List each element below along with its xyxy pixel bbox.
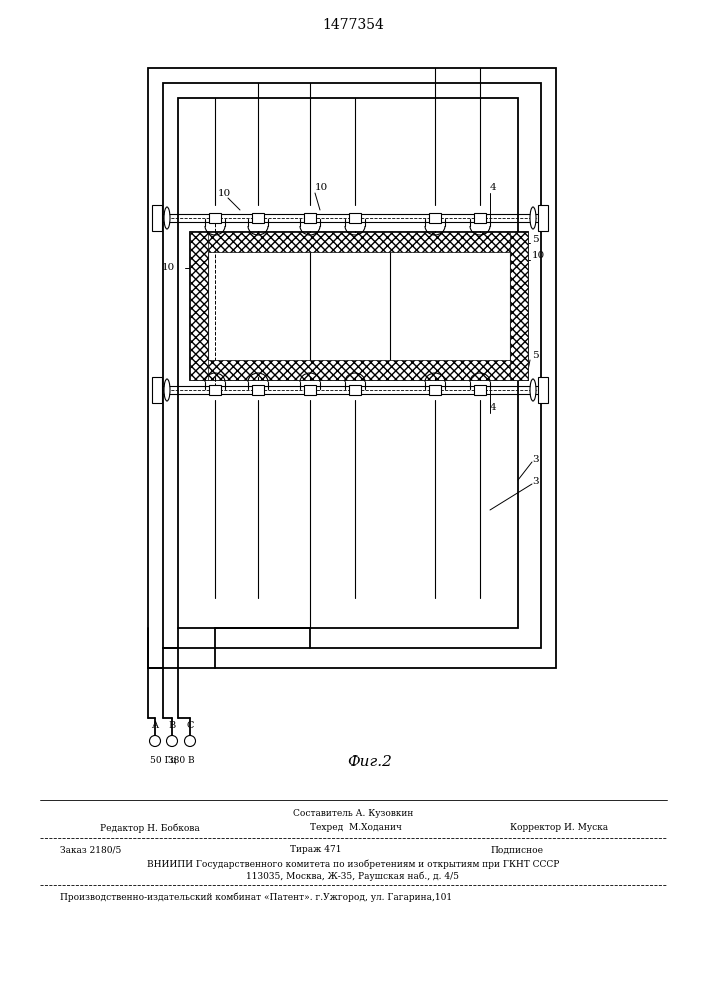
Bar (209, 213, 221, 223)
Text: 10: 10 (532, 251, 545, 260)
Text: 380 В: 380 В (168, 756, 194, 765)
Text: 5: 5 (532, 351, 539, 360)
Text: 3: 3 (532, 456, 539, 464)
Bar (252, 213, 264, 223)
Text: Техред  М.Ходанич: Техред М.Ходанич (310, 824, 402, 832)
Text: A: A (151, 722, 158, 730)
Bar (209, 385, 221, 395)
Bar (304, 385, 316, 395)
Text: Корректор И. Муска: Корректор И. Муска (510, 824, 608, 832)
Text: 113035, Москва, Ж-35, Раушская наб., д. 4/5: 113035, Москва, Ж-35, Раушская наб., д. … (247, 871, 460, 881)
Text: C: C (187, 722, 194, 730)
Bar (178, 98, 518, 628)
Text: 4: 4 (490, 403, 496, 412)
Ellipse shape (530, 207, 536, 229)
Text: B: B (168, 722, 175, 730)
Text: 50 Гц: 50 Гц (150, 756, 176, 765)
Bar (429, 213, 441, 223)
Text: Производственно-издательский комбинат «Патент». г.Ужгород, ул. Гагарина,101: Производственно-издательский комбинат «П… (60, 892, 452, 902)
Bar (190, 232, 528, 252)
Bar (510, 232, 528, 380)
Text: 4: 4 (490, 184, 496, 192)
Bar (429, 385, 441, 395)
Bar (474, 213, 486, 223)
Bar (163, 83, 541, 648)
Text: 1477354: 1477354 (322, 18, 384, 32)
Bar (252, 385, 264, 395)
Circle shape (167, 736, 177, 746)
Text: 3: 3 (532, 478, 539, 487)
Text: Составитель А. Кузовкин: Составитель А. Кузовкин (293, 810, 413, 818)
Bar (152, 205, 162, 231)
Bar (208, 250, 510, 362)
Bar (349, 385, 361, 395)
Bar (538, 205, 548, 231)
Bar (474, 385, 486, 395)
Bar (538, 377, 548, 403)
Bar (349, 213, 361, 223)
Text: Фиг.2: Фиг.2 (348, 755, 392, 769)
Circle shape (185, 736, 196, 746)
Text: Тираж 471: Тираж 471 (290, 846, 341, 854)
Text: 10: 10 (315, 184, 328, 192)
Ellipse shape (164, 207, 170, 229)
Text: Подписное: Подписное (490, 846, 543, 854)
Ellipse shape (164, 379, 170, 401)
Bar (190, 232, 528, 380)
Text: ВНИИПИ Государственного комитета по изобретениям и открытиям при ГКНТ СССР: ВНИИПИ Государственного комитета по изоб… (147, 859, 559, 869)
Text: Заказ 2180/5: Заказ 2180/5 (60, 846, 122, 854)
Text: 10: 10 (162, 263, 175, 272)
Bar (190, 360, 528, 380)
Ellipse shape (530, 379, 536, 401)
Text: 10: 10 (218, 188, 231, 198)
Text: Редактор Н. Бобкова: Редактор Н. Бобкова (100, 823, 200, 833)
Bar (304, 213, 316, 223)
Bar (152, 377, 162, 403)
Bar (148, 68, 556, 668)
Bar (190, 232, 208, 380)
Circle shape (149, 736, 160, 746)
Text: 5: 5 (532, 235, 539, 244)
